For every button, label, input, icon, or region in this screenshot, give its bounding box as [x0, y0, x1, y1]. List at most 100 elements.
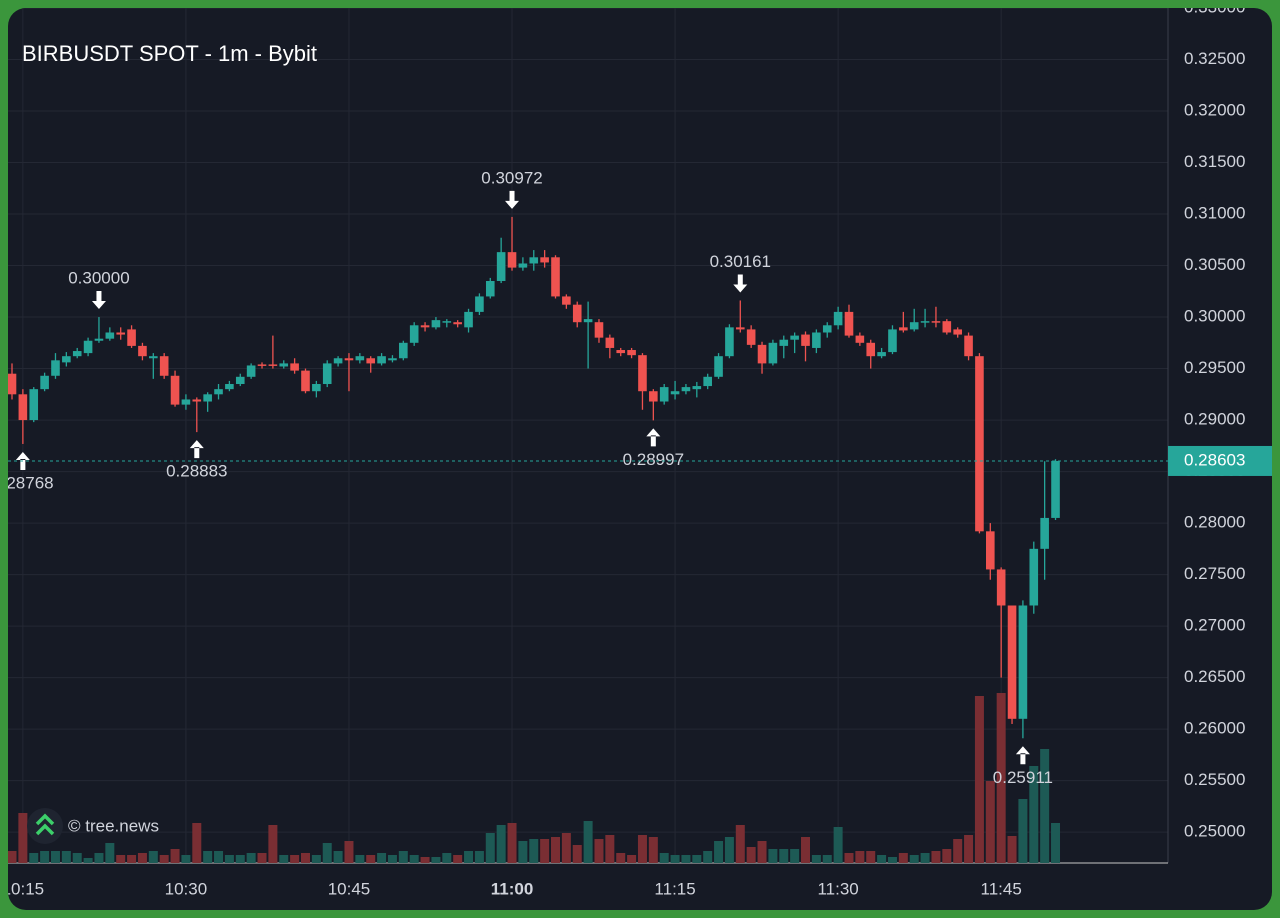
- candle-body: [659, 387, 669, 402]
- candle-body: [822, 325, 832, 333]
- candle-body: [138, 345, 147, 357]
- volume-bar: [703, 851, 713, 863]
- y-tick-label: 0.33000: [1184, 0, 1245, 16]
- volume-bar: [344, 841, 354, 863]
- volume-bar: [931, 851, 941, 863]
- candle-body: [507, 252, 517, 268]
- volume-bar: [398, 851, 408, 863]
- candle-body: [1029, 548, 1039, 606]
- volume-bar: [246, 853, 256, 863]
- candle-body: [442, 321, 452, 323]
- candle-body: [649, 391, 658, 402]
- candle-body: [518, 263, 528, 268]
- volume-bar: [1007, 836, 1017, 863]
- candle-body: [192, 399, 202, 402]
- volume-bar: [898, 853, 908, 863]
- volume-bar: [431, 857, 441, 863]
- candle-body: [257, 364, 267, 366]
- y-tick-label: 0.29500: [1184, 358, 1245, 377]
- x-tick-label: 10:15: [2, 879, 45, 898]
- last-price-label: 0.28603: [1184, 450, 1245, 469]
- candle-body: [801, 334, 810, 346]
- candle-body: [888, 329, 897, 353]
- volume-bar: [235, 855, 245, 863]
- volume-bar: [279, 855, 289, 863]
- volume-bar: [529, 839, 539, 863]
- y-tick-label: 0.26500: [1184, 667, 1245, 686]
- candle-body: [746, 329, 756, 345]
- volume-bar: [801, 837, 811, 863]
- volume-bar: [159, 855, 169, 863]
- volume-bar: [442, 853, 452, 863]
- candle-body: [986, 531, 995, 570]
- panel: [8, 8, 1272, 910]
- candle-body: [692, 386, 702, 390]
- y-tick-label: 0.31000: [1184, 204, 1245, 223]
- volume-bar: [181, 855, 191, 863]
- volume-bar: [40, 851, 50, 863]
- volume-bar: [214, 851, 224, 863]
- y-tick-label: 0.27500: [1184, 564, 1245, 583]
- volume-bar: [637, 835, 647, 863]
- volume-bar: [616, 853, 626, 863]
- y-tick-label: 0.27000: [1184, 616, 1245, 635]
- candle-body: [877, 352, 886, 357]
- candle-body: [670, 391, 680, 395]
- candle-body: [975, 356, 984, 532]
- candle-body: [1040, 517, 1049, 549]
- candle-body: [735, 327, 745, 330]
- volume-bar: [290, 855, 300, 863]
- candle-body: [681, 387, 691, 392]
- y-tick-label: 0.25500: [1184, 770, 1245, 789]
- volume-bar: [29, 853, 39, 863]
- candle-body: [366, 358, 376, 364]
- volume-bar: [844, 853, 854, 863]
- volume-bar: [714, 841, 724, 863]
- volume-bar: [50, 851, 60, 863]
- volume-bar: [105, 843, 115, 863]
- y-tick-label: 0.26000: [1184, 719, 1245, 738]
- watermark: © tree.news: [68, 816, 159, 835]
- volume-bar: [485, 833, 495, 863]
- candle-body: [409, 325, 419, 343]
- arrow-marker: [1015, 746, 1030, 765]
- candle-body: [51, 360, 60, 376]
- volume-bar: [659, 853, 669, 863]
- candle-body: [768, 342, 778, 364]
- candle-body: [29, 389, 39, 421]
- candle-body: [1051, 460, 1060, 518]
- volume-bar: [551, 837, 560, 863]
- candle-body: [790, 335, 799, 340]
- y-tick-label: 0.31500: [1184, 152, 1245, 171]
- volume-bar: [409, 855, 419, 863]
- volume-bar: [866, 851, 876, 863]
- volume-bar: [137, 853, 147, 863]
- candle-body: [377, 356, 386, 364]
- candle-body: [214, 389, 223, 395]
- candle-body: [1018, 605, 1028, 719]
- candle-body: [931, 321, 941, 323]
- candle-body: [105, 332, 115, 339]
- volume-bar: [822, 855, 832, 863]
- candle-body: [594, 322, 604, 338]
- volume-bar: [985, 781, 995, 863]
- candle-body: [899, 327, 908, 331]
- candle-body: [420, 325, 430, 328]
- volume-bar: [1040, 749, 1050, 863]
- volume-bar: [518, 841, 528, 863]
- volume-bar: [648, 837, 658, 863]
- volume-bar: [974, 696, 984, 863]
- x-tick-label: 10:45: [328, 879, 371, 898]
- volume-bar: [996, 693, 1006, 863]
- volume-bar: [605, 835, 615, 863]
- candle-body: [844, 311, 854, 336]
- annotation: 0.25911: [993, 768, 1053, 787]
- volume-bar: [300, 853, 310, 863]
- candle-body: [181, 399, 191, 405]
- volume-bar: [811, 855, 821, 863]
- volume-bar: [790, 849, 800, 863]
- volume-bar: [1029, 766, 1039, 863]
- candle-body: [322, 363, 332, 385]
- volume-bar: [681, 855, 691, 863]
- candle-body: [540, 257, 549, 263]
